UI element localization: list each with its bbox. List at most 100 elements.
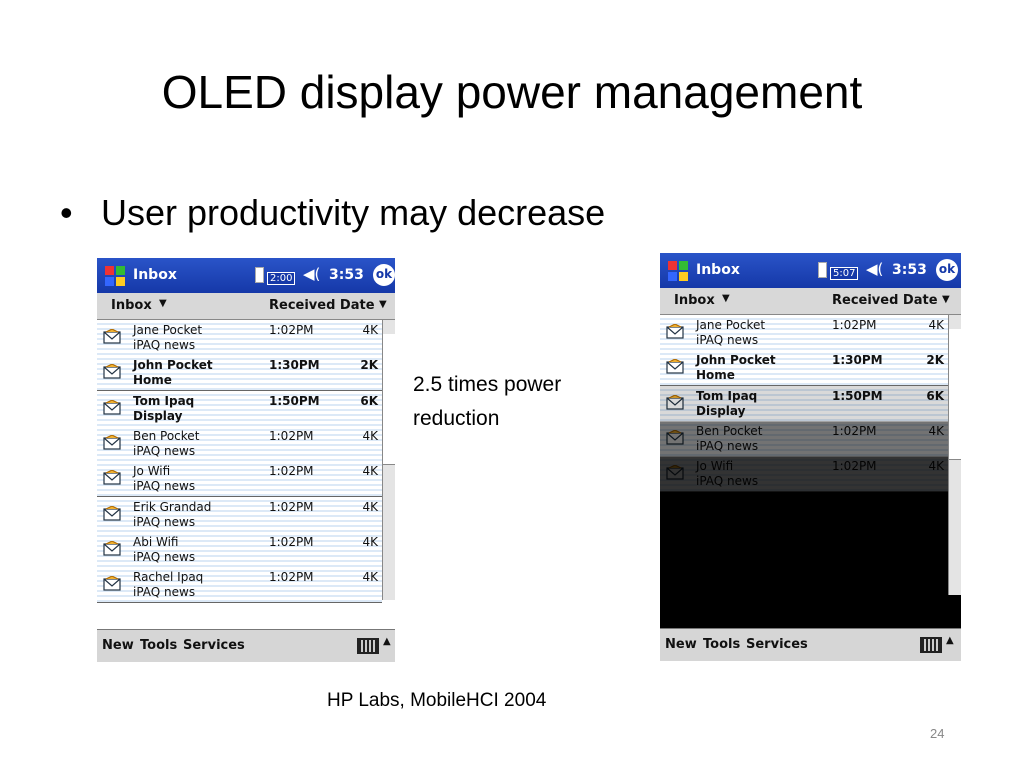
title-bar: Inbox 2:00 ◀(3:53 ok xyxy=(97,258,395,293)
subject: iPAQ news xyxy=(696,474,759,489)
size: 2K xyxy=(926,353,944,368)
subject: iPAQ news xyxy=(696,438,759,453)
subject: iPAQ news xyxy=(133,443,196,458)
scroll-thumb xyxy=(383,334,395,465)
message-row[interactable]: John Pocket Home 1:30PM 2K xyxy=(97,355,382,392)
message-row[interactable]: Jane Pocket iPAQ news 1:02PM 4K xyxy=(97,320,382,356)
sender: Ben Pocket xyxy=(133,428,200,443)
menu-item[interactable]: Tools xyxy=(703,637,741,652)
start-icon xyxy=(105,266,125,286)
source: HP Labs, MobileHCI 2004 xyxy=(327,690,547,711)
time: 1:50PM xyxy=(269,393,320,408)
sort-arrow: ▼ xyxy=(942,294,950,305)
mail-icon xyxy=(666,394,684,415)
time: 1:02PM xyxy=(832,423,877,438)
menu-bar: New Tools Services ▲ xyxy=(97,629,395,662)
phone-screen: Inbox 2:00 ◀(3:53 ok Inbox ▼ Received Date ▼ Jan… xyxy=(97,258,395,662)
folder-arrow: ▼ xyxy=(722,293,730,304)
keyboard-icon[interactable] xyxy=(920,637,942,653)
size: 4K xyxy=(362,428,378,443)
time: 1:02PM xyxy=(269,428,314,443)
size: 4K xyxy=(362,570,378,585)
time: 1:02PM xyxy=(269,499,314,514)
subject: iPAQ news xyxy=(133,338,196,352)
size: 4K xyxy=(362,323,378,337)
battery-time: 5:07 xyxy=(830,267,859,280)
folder[interactable]: Inbox xyxy=(111,298,152,313)
sort-arrow: ▼ xyxy=(379,299,387,310)
header-bar: Inbox ▼ Received Date ▼ xyxy=(660,288,961,315)
size: 6K xyxy=(360,393,378,408)
message-row[interactable]: Rachel Ipaq iPAQ news 1:02PM 4K xyxy=(97,567,382,604)
scrollbar xyxy=(948,315,961,595)
message-row[interactable]: Tom Ipaq Display 1:50PM 6K xyxy=(97,390,382,427)
message-row[interactable]: Jane Pocket iPAQ news 1:02PM 4K xyxy=(660,315,948,351)
ok-button[interactable]: ok xyxy=(373,264,395,286)
size: 4K xyxy=(362,464,378,479)
subject: Home xyxy=(696,368,735,383)
message-row[interactable]: Jo Wifi iPAQ news 1:02PM 4K xyxy=(97,461,382,498)
sort[interactable]: Received Date xyxy=(269,298,375,313)
message-row[interactable]: Erik Grandad iPAQ news 1:02PM 4K xyxy=(97,496,382,533)
menu-item[interactable]: Tools xyxy=(140,638,178,653)
size: 4K xyxy=(362,534,378,549)
message-row[interactable]: John Pocket Home 1:30PM 2K xyxy=(660,350,948,387)
ok-button[interactable]: ok xyxy=(936,259,958,281)
volume: ◀( xyxy=(303,265,321,283)
page-number: 24 xyxy=(930,726,945,741)
message-row[interactable]: Tom Ipaq Display 1:50PM 6K xyxy=(660,385,948,422)
mail-icon xyxy=(103,540,121,561)
sort[interactable]: Received Date xyxy=(832,293,938,308)
note: 2.5 times power reduction xyxy=(413,373,562,430)
subject: iPAQ news xyxy=(133,549,196,564)
header-bar: Inbox ▼ Received Date ▼ xyxy=(97,293,395,320)
message-row[interactable]: Ben Pocket iPAQ news 1:02PM 4K xyxy=(660,420,948,457)
size: 4K xyxy=(928,318,944,332)
menu-item[interactable]: Services xyxy=(183,638,245,653)
message-row[interactable]: Abi Wifi iPAQ news 1:02PM 4K xyxy=(97,531,382,568)
sip-arrow: ▲ xyxy=(383,636,391,647)
bullet-dot: • xyxy=(60,192,73,233)
bullet: User productivity may decrease xyxy=(101,192,606,233)
size: 6K xyxy=(926,388,944,403)
time: 1:02PM xyxy=(269,570,314,585)
size: 4K xyxy=(928,459,944,474)
sender: John Pocket xyxy=(133,358,213,373)
folder[interactable]: Inbox xyxy=(674,293,715,308)
size: 4K xyxy=(928,423,944,438)
menu-item[interactable]: New xyxy=(102,638,134,653)
mail-icon xyxy=(103,434,121,455)
sender: John Pocket xyxy=(696,353,776,368)
message-row[interactable]: Jo Wifi iPAQ news 1:02PM 4K xyxy=(660,456,948,493)
sender: Abi Wifi xyxy=(133,534,179,549)
mail-icon xyxy=(103,328,121,349)
size: 2K xyxy=(360,358,378,373)
phone-screen: Inbox 5:07 ◀(3:53 ok Inbox ▼ Received Date ▼ Jan… xyxy=(660,253,961,661)
app-name: Inbox xyxy=(696,262,740,278)
start-icon xyxy=(668,261,688,281)
scroll-thumb xyxy=(949,329,961,460)
mail-icon xyxy=(666,323,684,344)
sender: Jo Wifi xyxy=(696,459,734,474)
message-row[interactable]: Ben Pocket iPAQ news 1:02PM 4K xyxy=(97,425,382,462)
time: 1:02PM xyxy=(269,464,314,479)
battery-icon xyxy=(818,262,827,278)
mail-icon xyxy=(666,429,684,450)
time: 1:30PM xyxy=(269,358,320,373)
keyboard-icon[interactable] xyxy=(357,638,379,654)
sender: Jane Pocket xyxy=(696,318,766,332)
slide-title: OLED display power management xyxy=(161,66,863,118)
clock: 3:53 xyxy=(892,262,927,278)
subject: iPAQ news xyxy=(133,479,196,494)
sender: Erik Grandad xyxy=(133,499,212,514)
subject: Display xyxy=(696,403,746,418)
sender: Ben Pocket xyxy=(696,423,763,438)
menu-item[interactable]: Services xyxy=(746,637,808,652)
mail-icon xyxy=(103,504,121,526)
battery-time: 2:00 xyxy=(267,272,296,285)
subject: iPAQ news xyxy=(133,585,196,600)
time: 1:50PM xyxy=(832,388,883,403)
menu-item[interactable]: New xyxy=(665,637,697,652)
mail-icon xyxy=(103,575,121,596)
